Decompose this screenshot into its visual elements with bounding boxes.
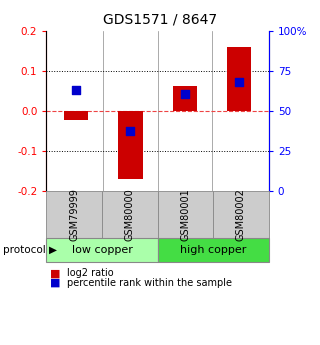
Text: GSM80002: GSM80002 <box>236 188 246 241</box>
Bar <box>64 111 88 120</box>
Text: GDS1571 / 8647: GDS1571 / 8647 <box>103 12 217 26</box>
Bar <box>227 47 251 111</box>
Point <box>74 88 79 93</box>
Point <box>128 128 133 133</box>
Bar <box>172 86 197 111</box>
Point <box>236 80 242 85</box>
Text: GSM79999: GSM79999 <box>69 188 79 241</box>
Text: low copper: low copper <box>72 245 132 255</box>
Text: ■: ■ <box>50 268 60 278</box>
Text: GSM80000: GSM80000 <box>125 188 135 241</box>
Text: log2 ratio: log2 ratio <box>67 268 114 278</box>
Bar <box>118 111 143 179</box>
Text: protocol ▶: protocol ▶ <box>3 245 57 255</box>
Text: high copper: high copper <box>180 245 246 255</box>
Text: GSM80001: GSM80001 <box>180 188 190 241</box>
Text: percentile rank within the sample: percentile rank within the sample <box>67 278 232 288</box>
Text: ■: ■ <box>50 278 60 288</box>
Point <box>182 91 187 96</box>
